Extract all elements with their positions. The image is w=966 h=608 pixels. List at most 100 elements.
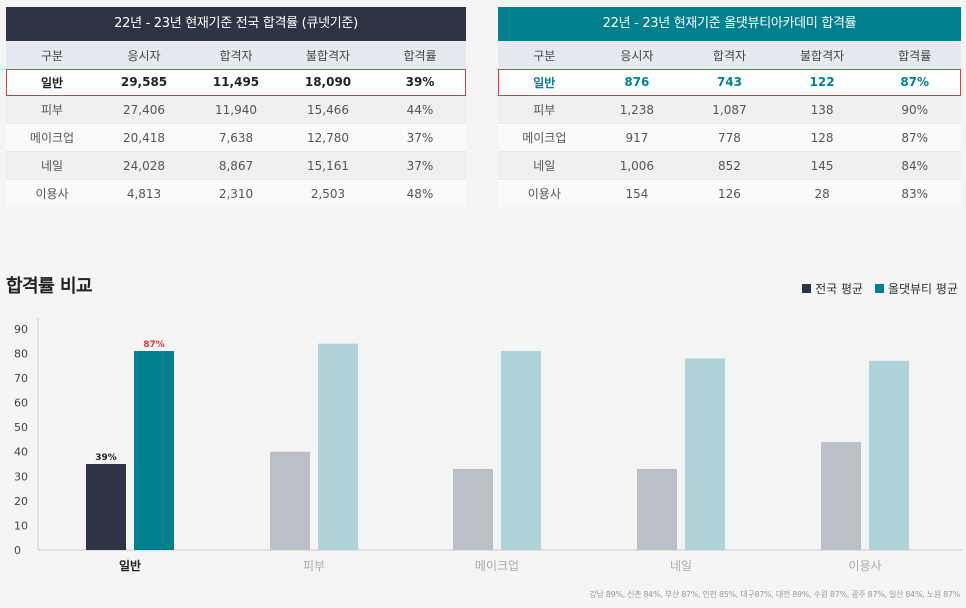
table-row-highlighted: 일반 876 743 122 87% (498, 69, 961, 96)
legend-label: 올댓뷰티 평균 (887, 282, 958, 296)
cell: 138 (775, 95, 869, 124)
table-title: 22년 - 23년 현재기준 전국 합격률 (큐넷기준) (6, 7, 466, 41)
cell: 852 (683, 151, 776, 180)
table-row-highlighted: 일반 29,585 11,495 18,090 39% (6, 69, 466, 96)
table-row: 네일 1,006 852 145 84% (498, 151, 961, 180)
cell: 917 (590, 123, 684, 152)
cell: 일반 (498, 69, 591, 96)
cell: 일반 (6, 69, 98, 96)
bar (501, 351, 541, 550)
bar (821, 441, 861, 550)
cell: 메이크업 (498, 123, 591, 152)
bar (637, 468, 677, 550)
cell: 126 (683, 179, 776, 207)
col-header: 합격률 (868, 41, 961, 69)
cell: 2,503 (282, 179, 374, 207)
cell: 12,780 (282, 123, 374, 152)
cell: 154 (590, 179, 684, 207)
y-tick-label: 40 (14, 446, 28, 459)
bar (453, 468, 493, 550)
branch-footnote: 강남 89%, 신촌 84%, 부산 87%, 인천 85%, 대구87%, 대… (589, 590, 960, 599)
y-tick-label: 20 (14, 495, 28, 508)
y-tick-label: 60 (14, 397, 28, 410)
col-header: 합격자 (683, 41, 776, 69)
cell: 743 (683, 69, 776, 96)
chart-legend: 전국 평균 올댓뷰티 평균 (794, 280, 958, 297)
cell: 네일 (498, 151, 591, 180)
bar (685, 358, 725, 550)
cell: 11,940 (190, 95, 282, 124)
cell: 8,867 (190, 151, 282, 180)
col-header: 구분 (6, 41, 98, 69)
x-tick-label: 이용사 (848, 559, 881, 573)
table-row: 이용사 4,813 2,310 2,503 48% (6, 179, 466, 207)
table-header-row: 구분 응시자 합격자 불합격자 합격률 (6, 41, 466, 69)
cell: 4,813 (98, 179, 190, 207)
cell: 11,495 (190, 69, 282, 96)
cell: 이용사 (498, 179, 591, 207)
pass-rate-bar-chart: 0 10 20 30 40 50 60 70 80 90 39% 87% 일반 피부 메이크업 네일 이용사 (14, 318, 962, 573)
x-tick-label: 네일 (670, 559, 692, 573)
y-tick-label: 30 (14, 470, 28, 483)
table-row: 메이크업 20,418 7,638 12,780 37% (6, 123, 466, 152)
data-label: 87% (143, 340, 165, 350)
cell: 87% (868, 69, 961, 96)
legend-swatch (802, 284, 812, 293)
bar (869, 360, 909, 550)
cell: 7,638 (190, 123, 282, 152)
cell: 778 (683, 123, 776, 152)
cell: 1,238 (590, 95, 684, 124)
cell: 876 (590, 69, 684, 96)
cell: 피부 (498, 95, 591, 124)
academy-pass-rate-table: 22년 - 23년 현재기준 올댓뷰티아카데미 합격률 구분 응시자 합격자 불… (498, 7, 961, 207)
cell: 84% (868, 151, 961, 180)
cell: 18,090 (282, 69, 374, 96)
cell: 122 (775, 69, 869, 96)
table-title: 22년 - 23년 현재기준 올댓뷰티아카데미 합격률 (498, 7, 961, 41)
legend-item-national: 전국 평균 (802, 282, 863, 296)
bar (86, 464, 126, 550)
bar (134, 351, 174, 550)
table-row: 메이크업 917 778 128 87% (498, 123, 961, 152)
cell: 145 (775, 151, 869, 180)
cell: 이용사 (6, 179, 98, 207)
cell: 15,161 (282, 151, 374, 180)
cell: 44% (374, 95, 466, 124)
chart-title: 합격률 비교 (6, 276, 93, 297)
col-header: 구분 (498, 41, 591, 69)
cell: 27,406 (98, 95, 190, 124)
y-tick-label: 90 (14, 323, 28, 336)
y-tick-label: 0 (14, 544, 21, 557)
col-header: 불합격자 (282, 41, 374, 69)
cell: 피부 (6, 95, 98, 124)
cell: 128 (775, 123, 869, 152)
table-row: 피부 27,406 11,940 15,466 44% (6, 95, 466, 124)
table-row: 이용사 154 126 28 83% (498, 179, 961, 207)
cell: 1,087 (683, 95, 776, 124)
cell: 39% (374, 69, 466, 96)
data-label: 39% (95, 453, 117, 463)
table-header-row: 구분 응시자 합격자 불합격자 합격률 (498, 41, 961, 69)
y-tick-label: 10 (14, 519, 28, 532)
legend-item-academy: 올댓뷰티 평균 (874, 282, 958, 296)
bar (270, 451, 310, 550)
cell: 37% (374, 123, 466, 152)
y-tick-label: 50 (14, 421, 28, 434)
cell: 20,418 (98, 123, 190, 152)
x-tick-label: 일반 (119, 558, 141, 573)
col-header: 합격자 (190, 41, 282, 69)
cell: 1,006 (590, 151, 684, 180)
cell: 2,310 (190, 179, 282, 207)
table-row: 피부 1,238 1,087 138 90% (498, 95, 961, 124)
col-header: 응시자 (590, 41, 684, 69)
legend-label: 전국 평균 (815, 282, 864, 296)
cell: 24,028 (98, 151, 190, 180)
cell: 83% (868, 179, 961, 207)
cell: 90% (868, 95, 961, 124)
cell: 48% (374, 179, 466, 207)
cell: 37% (374, 151, 466, 180)
cell: 네일 (6, 151, 98, 180)
y-tick-label: 70 (14, 372, 28, 385)
national-pass-rate-table: 22년 - 23년 현재기준 전국 합격률 (큐넷기준) 구분 응시자 합격자 … (6, 7, 466, 207)
x-tick-label: 피부 (303, 559, 325, 573)
